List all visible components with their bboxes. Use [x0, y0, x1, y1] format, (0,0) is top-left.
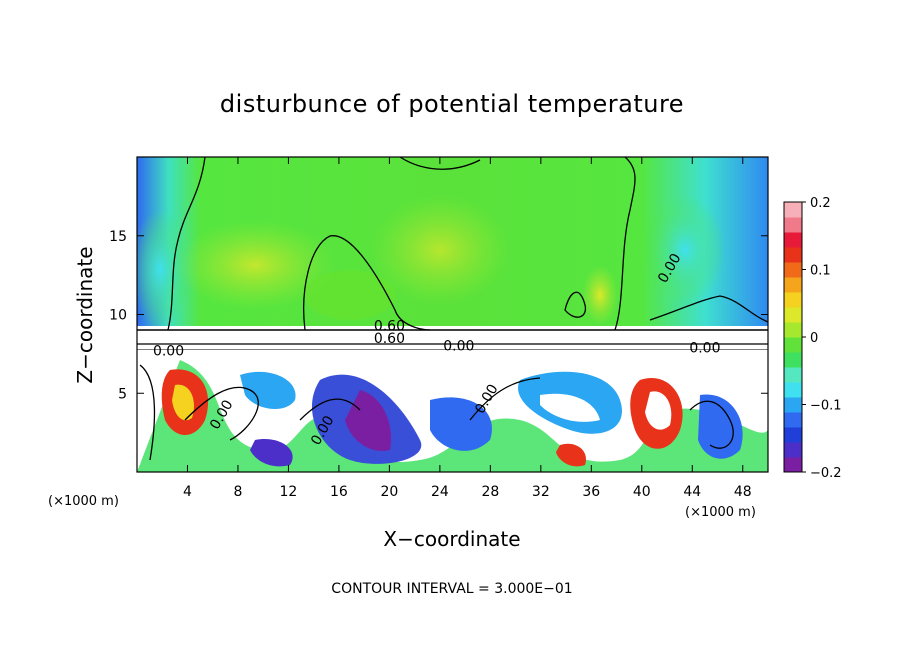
- x-tick-label: 16: [330, 484, 348, 500]
- contour-lines: [139, 157, 768, 461]
- colorbar-ticks: 0.2 0.1 0 −0.1 −0.2: [802, 196, 842, 481]
- x-unit-label-left: (×1000 m): [48, 494, 119, 509]
- x-tick-label: 28: [481, 484, 499, 500]
- colorbar-swatch: [784, 382, 802, 398]
- contour-label: 0.00: [153, 343, 184, 359]
- chart-title: disturbunce of potential temperature: [220, 90, 684, 118]
- y-axis-label: Z−coordinate: [73, 246, 97, 383]
- colorbar-tick-label: 0.1: [810, 264, 831, 279]
- y-axis-ticks: 5 10 15: [109, 229, 768, 402]
- colorbar-swatch: [784, 337, 802, 353]
- colorbar-tick-label: 0: [810, 331, 818, 346]
- colorbar-swatch: [784, 442, 802, 458]
- x-tick-label: 36: [582, 484, 600, 500]
- colorbar: [783, 201, 803, 473]
- x-tick-label: 44: [683, 484, 701, 500]
- contour-interval-note: CONTOUR INTERVAL = 3.000E−01: [331, 581, 572, 597]
- colorbar-swatch: [784, 457, 802, 473]
- colorbar-tick-label: −0.1: [810, 399, 842, 414]
- x-tick-label: 12: [280, 484, 298, 500]
- colorbar-tick-label: 0.2: [810, 196, 831, 211]
- colorbar-swatch: [784, 202, 802, 218]
- y-tick-label: 5: [118, 386, 127, 402]
- colorbar-swatch: [784, 247, 802, 263]
- colorbar-swatch: [784, 262, 802, 278]
- contour-label: 0.60: [374, 331, 405, 347]
- colorbar-swatch: [784, 277, 802, 293]
- colorbar-swatch: [784, 217, 802, 233]
- x-unit-label-right: (×1000 m): [685, 505, 756, 520]
- colorbar-swatch: [784, 352, 802, 368]
- x-tick-label: 48: [734, 484, 752, 500]
- colorbar-swatch: [784, 427, 802, 443]
- x-tick-label: 32: [532, 484, 550, 500]
- colorbar-swatch: [784, 412, 802, 428]
- x-tick-label: 40: [633, 484, 651, 500]
- colorbar-swatch: [784, 292, 802, 308]
- colorbar-tick-label: −0.2: [810, 466, 842, 481]
- y-tick-label: 10: [109, 308, 127, 324]
- colorbar-swatch: [784, 322, 802, 338]
- contour-label: 0.00: [443, 339, 474, 355]
- x-axis-ticks: 4 8 12 16 20 24 28 32 36 40 44 48: [183, 157, 752, 500]
- x-axis-label: X−coordinate: [383, 527, 520, 551]
- colorbar-swatch: [784, 397, 802, 413]
- contour-label: 0.00: [689, 340, 720, 356]
- contour-label: 0.60: [374, 318, 405, 334]
- y-tick-label: 15: [109, 229, 127, 245]
- colorbar-swatch: [784, 307, 802, 323]
- heatmap-field: [137, 157, 768, 472]
- x-tick-label: 8: [233, 484, 242, 500]
- colorbar-swatch: [784, 367, 802, 383]
- x-tick-label: 4: [183, 484, 192, 500]
- x-tick-label: 24: [431, 484, 449, 500]
- x-tick-label: 20: [380, 484, 398, 500]
- colorbar-swatch: [784, 232, 802, 248]
